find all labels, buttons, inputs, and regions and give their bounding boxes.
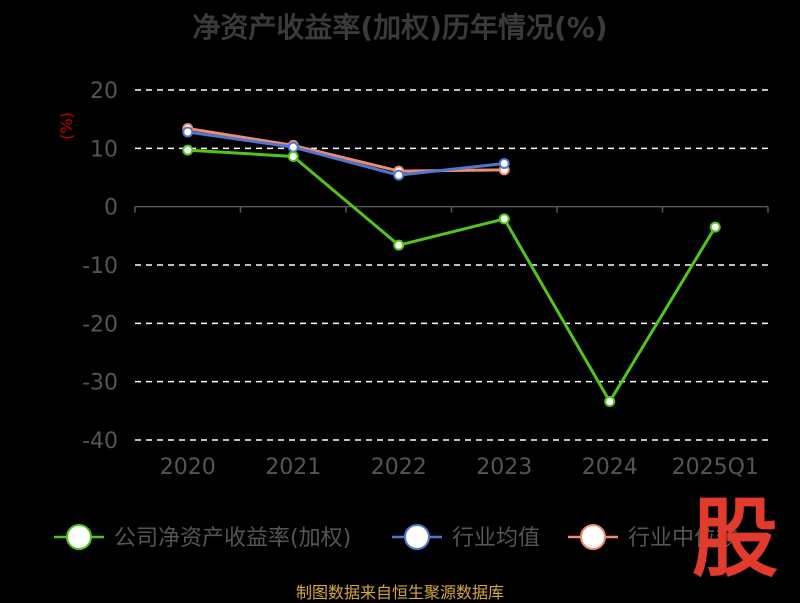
data-point (498, 158, 510, 169)
data-point (287, 151, 299, 162)
legend-label: 行业均值 (452, 526, 540, 551)
grid-lines (135, 89, 768, 441)
series-line (187, 127, 505, 173)
legend-label: 公司净资产收益率(加权) (114, 526, 351, 551)
data-point (393, 169, 405, 181)
x-tick-label: 2024 (582, 455, 638, 480)
data-point (287, 141, 299, 153)
y-tick-label: 10 (90, 137, 118, 162)
data-point (393, 239, 405, 251)
y-tick-label: -10 (82, 254, 118, 279)
x-tick-label: 2025Q1 (672, 455, 759, 480)
data-point (498, 213, 510, 225)
x-tick-label: 2023 (476, 455, 532, 480)
y-tick-label: -30 (82, 371, 118, 396)
series-line (187, 148, 717, 403)
chart-title: 净资产收益率(加权)历年情况(%) (192, 11, 608, 44)
data-point (182, 144, 194, 156)
axes: 20 10 0 -10 -20 -30 -40 2020 2021 2022 2023 2024 202… (57, 79, 769, 480)
y-tick-label: 0 (104, 196, 118, 221)
y-tick-label: -40 (82, 429, 118, 454)
x-tick-label: 2021 (265, 455, 321, 480)
data-point (604, 396, 616, 407)
x-tick-label: 2020 (160, 455, 216, 480)
legend-marker (404, 524, 430, 550)
legend-marker (580, 524, 606, 550)
legend-marker (66, 524, 92, 550)
y-tick-label: -20 (82, 312, 118, 337)
data-point (709, 221, 721, 233)
data-source-note: 制图数据来自恒生聚源数据库 (295, 583, 504, 602)
y-axis-unit-label: (%) (57, 112, 76, 140)
x-tick-label: 2022 (371, 455, 427, 480)
legend: 公司净资产收益率(加权) 行业均值 行业中位数 (54, 524, 738, 551)
data-point (182, 126, 194, 138)
legend-label: 行业中位数 (628, 526, 738, 551)
series-lines (182, 123, 721, 407)
series-line (187, 130, 505, 177)
y-tick-label: 20 (90, 79, 118, 104)
logo-watermark: 股 (692, 489, 778, 589)
